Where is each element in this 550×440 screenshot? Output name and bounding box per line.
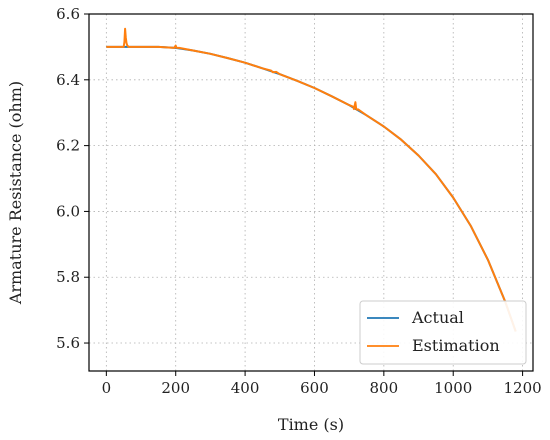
y-tick-label: 5.8 [56, 268, 80, 286]
x-tick-label: 1200 [504, 379, 542, 397]
legend-box [359, 300, 527, 365]
y-tick-label: 6.0 [56, 202, 80, 220]
y-tick-label: 6.2 [56, 137, 80, 155]
plot-area [106, 27, 517, 332]
axes-frame [88, 13, 534, 372]
series-line-actual [106, 45, 517, 332]
legend-label-actual: Actual [411, 308, 464, 327]
x-tick-label: 400 [231, 379, 260, 397]
legend: Actual Estimation [359, 300, 527, 365]
x-tick-label: 0 [102, 379, 112, 397]
series-line-estimation [106, 27, 517, 332]
x-tick-label: 800 [370, 379, 399, 397]
y-tick-label: 6.4 [56, 71, 80, 89]
y-tick-label: 6.6 [56, 5, 80, 23]
ticks: 0 200 400 600 800 1000 1200 5.6 5.8 6.0 6.2 6.4 6.6 [56, 5, 542, 397]
y-axis-label: Armature Resistance (ohm) [6, 81, 25, 305]
x-tick-label: 200 [161, 379, 190, 397]
x-tick-label: 1000 [434, 379, 472, 397]
x-tick-label: 600 [300, 379, 329, 397]
legend-label-estimation: Estimation [412, 336, 500, 355]
y-tick-label: 5.6 [56, 334, 80, 352]
x-axis-label: Time (s) [278, 415, 344, 434]
